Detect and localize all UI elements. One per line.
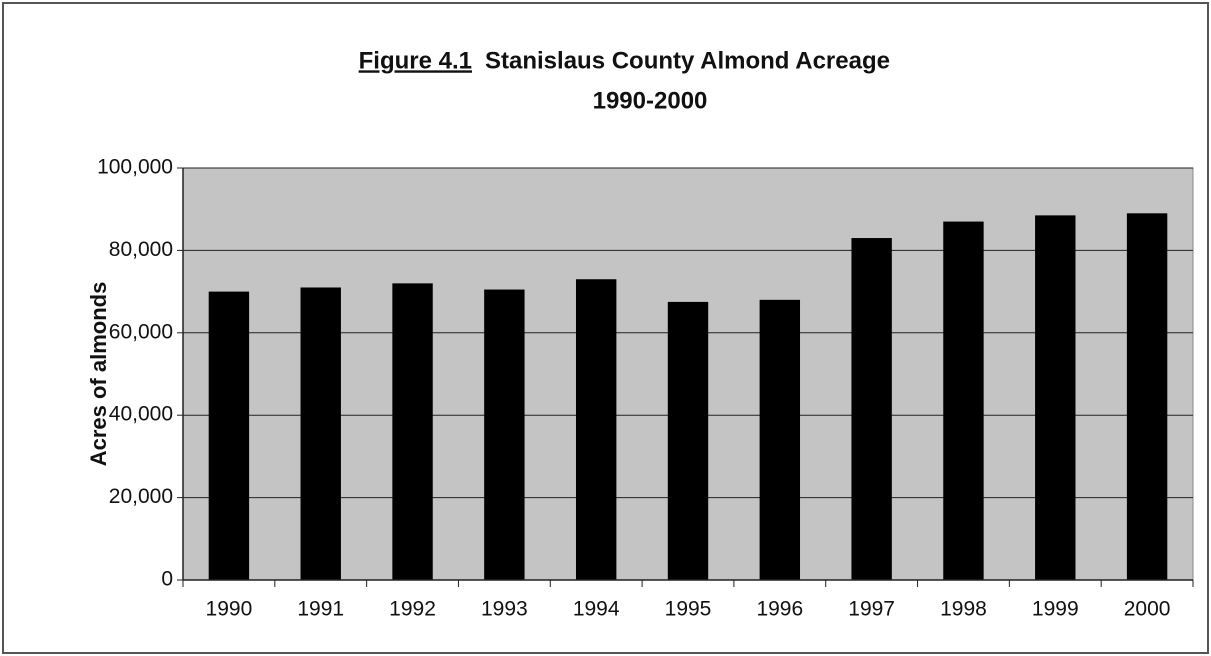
y-tick-label: 80,000 — [109, 238, 173, 261]
x-tick-label: 1992 — [389, 598, 436, 621]
bar — [208, 291, 250, 580]
x-tick-label: 1996 — [756, 598, 803, 621]
chart-subtitle: 1990-2000 — [593, 87, 708, 114]
y-tick-label: 60,000 — [109, 320, 173, 343]
x-tick-label: 1995 — [665, 598, 712, 621]
bar — [575, 279, 617, 580]
y-tick-label: 20,000 — [109, 485, 173, 508]
bar — [1126, 213, 1168, 580]
figure-label: Figure 4.1 — [359, 47, 472, 74]
bar — [759, 299, 801, 580]
x-tick-label: 1997 — [848, 598, 895, 621]
y-axis-label: Acres of almonds — [86, 282, 111, 467]
x-tick-label: 2000 — [1124, 598, 1171, 621]
chart-title: Stanislaus County Almond Acreage — [485, 47, 890, 74]
bar — [943, 221, 984, 580]
bar — [851, 238, 892, 581]
bar — [667, 301, 709, 580]
x-tick-label: 1999 — [1032, 598, 1079, 621]
x-tick-label: 1990 — [206, 598, 253, 621]
y-tick-label: 100,000 — [97, 156, 173, 179]
y-tick-label: 0 — [161, 568, 173, 591]
bar — [300, 287, 341, 580]
x-tick-label: 1993 — [481, 598, 528, 621]
bar — [392, 283, 433, 580]
x-tick-label: 1991 — [297, 598, 344, 621]
x-tick-label: 1994 — [573, 598, 620, 621]
y-tick-label: 40,000 — [109, 403, 173, 426]
bar — [484, 289, 525, 580]
x-tick-label: 1998 — [940, 598, 987, 621]
bar — [1035, 215, 1076, 580]
